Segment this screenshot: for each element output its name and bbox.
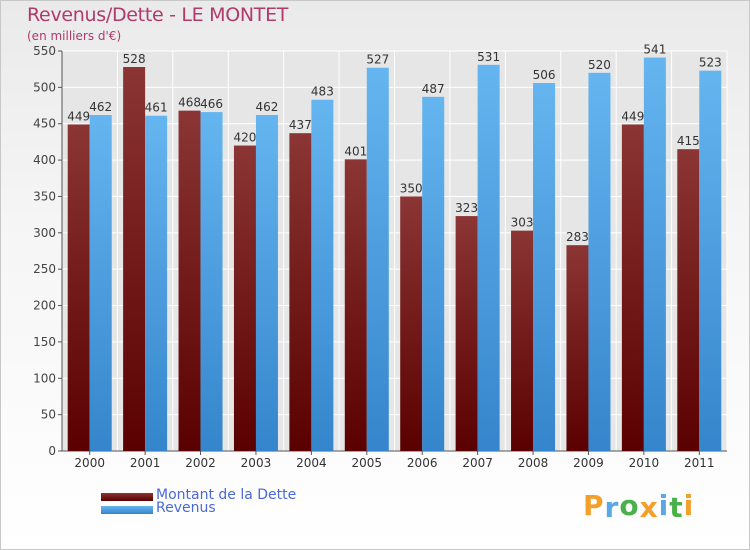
- y-axis: 0 50 100 150 200 250 300 350 400 450 500 550: [33, 44, 63, 458]
- y-tick-label: 400: [33, 153, 56, 167]
- bar-revenus: [643, 57, 666, 451]
- logo-letter: i: [658, 489, 670, 522]
- logo-letter: t: [669, 491, 684, 524]
- gridlines: [61, 50, 728, 452]
- bar-dette: [455, 216, 478, 451]
- x-tick-label: 2011: [684, 456, 715, 470]
- x-tick-label: 2010: [629, 456, 660, 470]
- data-label-dette: 449: [621, 109, 644, 123]
- data-label-dette: 468: [178, 96, 201, 110]
- y-tick-label: 50: [41, 408, 56, 422]
- bar-dette: [677, 149, 700, 451]
- x-tick-label: 2008: [518, 456, 549, 470]
- bar-revenus: [477, 64, 500, 451]
- data-label-dette: 401: [344, 144, 367, 158]
- y-tick-label: 550: [33, 44, 56, 58]
- x-tick-label: 2004: [296, 456, 327, 470]
- x-axis: 2000 2001 2002 2003 2004 2005 2006 2007 2008 2009…: [62, 450, 727, 470]
- data-label-revenus: 461: [145, 101, 168, 115]
- data-label-revenus: 466: [200, 97, 223, 111]
- bar-revenus: [311, 99, 334, 452]
- x-tick-label: 2007: [462, 456, 493, 470]
- y-tick-label: 300: [33, 226, 56, 240]
- bar-dette: [621, 124, 644, 452]
- y-tick-label: 100: [33, 371, 56, 385]
- data-label-dette: 323: [455, 201, 478, 215]
- logo-letter: r: [604, 491, 620, 524]
- proxiti-logo: Proxiti: [583, 489, 695, 524]
- data-label-revenus: 506: [533, 68, 556, 82]
- bars: [67, 57, 722, 452]
- y-tick-label: 200: [33, 299, 56, 313]
- bar-revenus: [422, 96, 445, 452]
- chart-title: Revenus/Dette - LE MONTET: [27, 4, 289, 26]
- legend-swatch-dette: [101, 493, 153, 501]
- bar-revenus: [255, 115, 278, 451]
- data-label-dette: 350: [400, 181, 423, 195]
- x-tick-label: 2001: [130, 456, 161, 470]
- data-label-revenus: 487: [422, 82, 445, 96]
- data-label-dette: 420: [234, 131, 257, 145]
- bar-revenus: [699, 70, 722, 452]
- bar-revenus: [89, 115, 112, 451]
- data-label-dette: 283: [566, 230, 589, 244]
- logo-letter: o: [619, 489, 640, 522]
- logo-letter: i: [683, 489, 695, 522]
- y-tick-label: 450: [33, 117, 56, 131]
- legend-label-dette: Montant de la Dette: [156, 487, 297, 503]
- x-tick-label: 2009: [573, 456, 604, 470]
- x-tick-label: 2002: [185, 456, 216, 470]
- bar-dette: [123, 67, 146, 451]
- bar-dette: [67, 124, 90, 452]
- x-tick-label: 2005: [352, 456, 383, 470]
- data-label-revenus: 462: [89, 100, 112, 114]
- data-label-dette: 449: [67, 109, 90, 123]
- y-tick-label: 350: [33, 189, 56, 203]
- bar-dette: [566, 245, 589, 451]
- bar-dette: [289, 133, 312, 451]
- x-tick-label: 2003: [241, 456, 272, 470]
- bar-revenus: [588, 72, 611, 452]
- bar-dette: [344, 159, 367, 451]
- legend-label-revenus: Revenus: [156, 500, 216, 516]
- bar-dette: [233, 145, 256, 451]
- bar-dette: [511, 230, 534, 451]
- y-tick-label: 250: [33, 262, 56, 276]
- data-label-revenus: 483: [311, 85, 334, 99]
- x-tick-label: 2006: [407, 456, 438, 470]
- data-label-revenus: 523: [699, 56, 722, 70]
- logo-letter: x: [639, 491, 659, 524]
- data-label-dette: 303: [511, 216, 534, 230]
- data-label-revenus: 541: [643, 43, 666, 57]
- y-tick-label: 150: [33, 335, 56, 349]
- bar-revenus: [533, 83, 556, 451]
- bar-revenus: [145, 115, 168, 452]
- data-label-dette: 437: [289, 118, 312, 132]
- data-label-revenus: 462: [256, 100, 279, 114]
- chart-subtitle: (en milliers d'€): [27, 29, 122, 43]
- bar-revenus: [200, 112, 223, 451]
- logo-letter: P: [583, 489, 605, 522]
- data-label-dette: 528: [123, 52, 146, 66]
- y-tick-label: 0: [48, 444, 56, 458]
- x-tick-label: 2000: [74, 456, 105, 470]
- data-label-dette: 415: [677, 134, 700, 148]
- y-tick-label: 500: [33, 80, 56, 94]
- bar-dette: [178, 110, 201, 452]
- bar-dette: [400, 196, 423, 451]
- bar-revenus: [366, 67, 389, 452]
- data-label-revenus: 527: [366, 53, 389, 67]
- legend-swatch-revenus: [101, 506, 153, 514]
- data-label-revenus: 520: [588, 58, 611, 72]
- data-label-revenus: 531: [477, 50, 500, 64]
